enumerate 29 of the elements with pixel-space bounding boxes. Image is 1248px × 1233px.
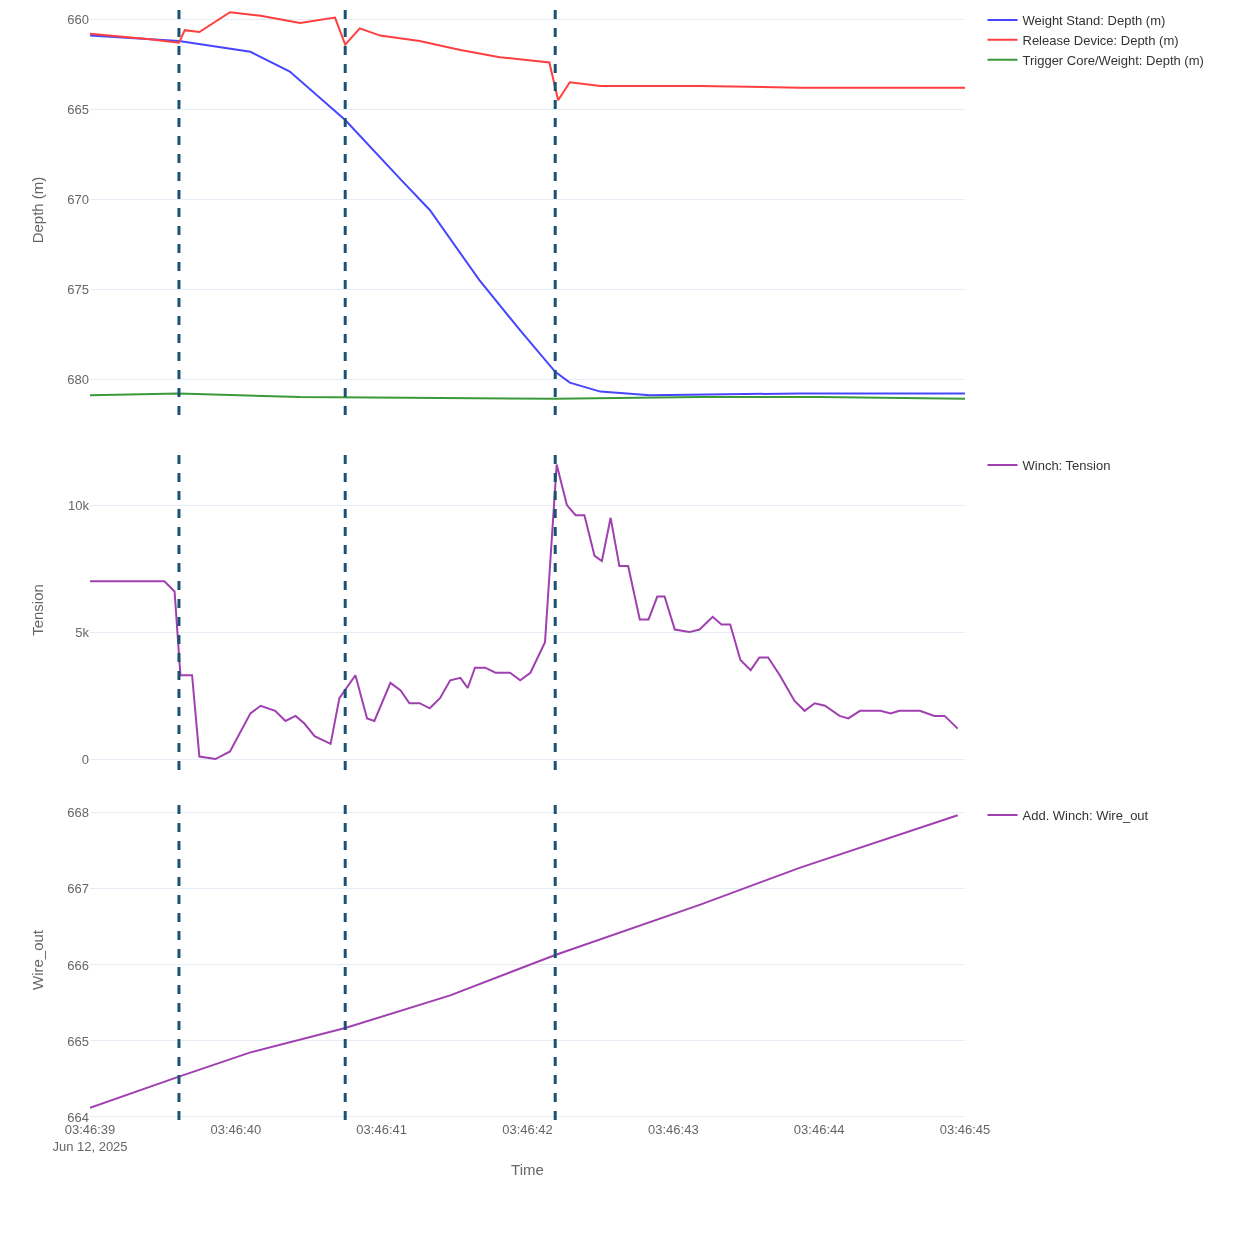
y-tick-label: 670 — [67, 191, 89, 207]
y-axis-title: Tension — [29, 584, 47, 636]
y-tick-label: 675 — [67, 281, 89, 297]
y-tick-label: 10k — [68, 497, 90, 513]
y-tick-label: 664 — [67, 1109, 89, 1125]
y-tick-label: 660 — [67, 11, 89, 27]
y-tick-label: 0 — [81, 751, 89, 767]
x-tick-label: 03:46:42 — [502, 1122, 553, 1137]
x-tick-label: 03:46:40 — [210, 1122, 262, 1137]
x-tick-label: 03:46:39 Jun 12, 2025 — [52, 1122, 128, 1154]
x-tick-label: 03:46:45 — [939, 1122, 991, 1137]
y-tick-label: 666 — [67, 957, 89, 973]
y-tick-label: 665 — [67, 101, 89, 117]
x-axis-title: Time — [511, 1161, 544, 1178]
legend-label: Release Device: Depth (m) — [1022, 32, 1179, 48]
x-tick-label: 03:46:44 — [793, 1122, 845, 1137]
y-tick-label: 5k — [75, 624, 90, 640]
y-tick-label: 668 — [67, 805, 89, 821]
y-axis-title: Depth (m) — [28, 176, 46, 244]
legend-label: Add. Winch: Wire_out — [1022, 808, 1149, 824]
x-tick-label: 03:46:43 — [648, 1122, 699, 1137]
legend-label: Trigger Core/Weight: Depth (m) — [1022, 52, 1204, 68]
legend-label: Winch: Tension — [1022, 458, 1111, 474]
y-axis-title: Wire_out — [28, 929, 46, 991]
y-tick-label: 680 — [67, 371, 89, 387]
x-tick-label: 03:46:41 — [356, 1122, 407, 1137]
y-tick-label: 667 — [67, 881, 89, 897]
legend-label: Weight Stand: Depth (m) — [1022, 13, 1166, 29]
y-tick-label: 665 — [67, 1033, 89, 1049]
